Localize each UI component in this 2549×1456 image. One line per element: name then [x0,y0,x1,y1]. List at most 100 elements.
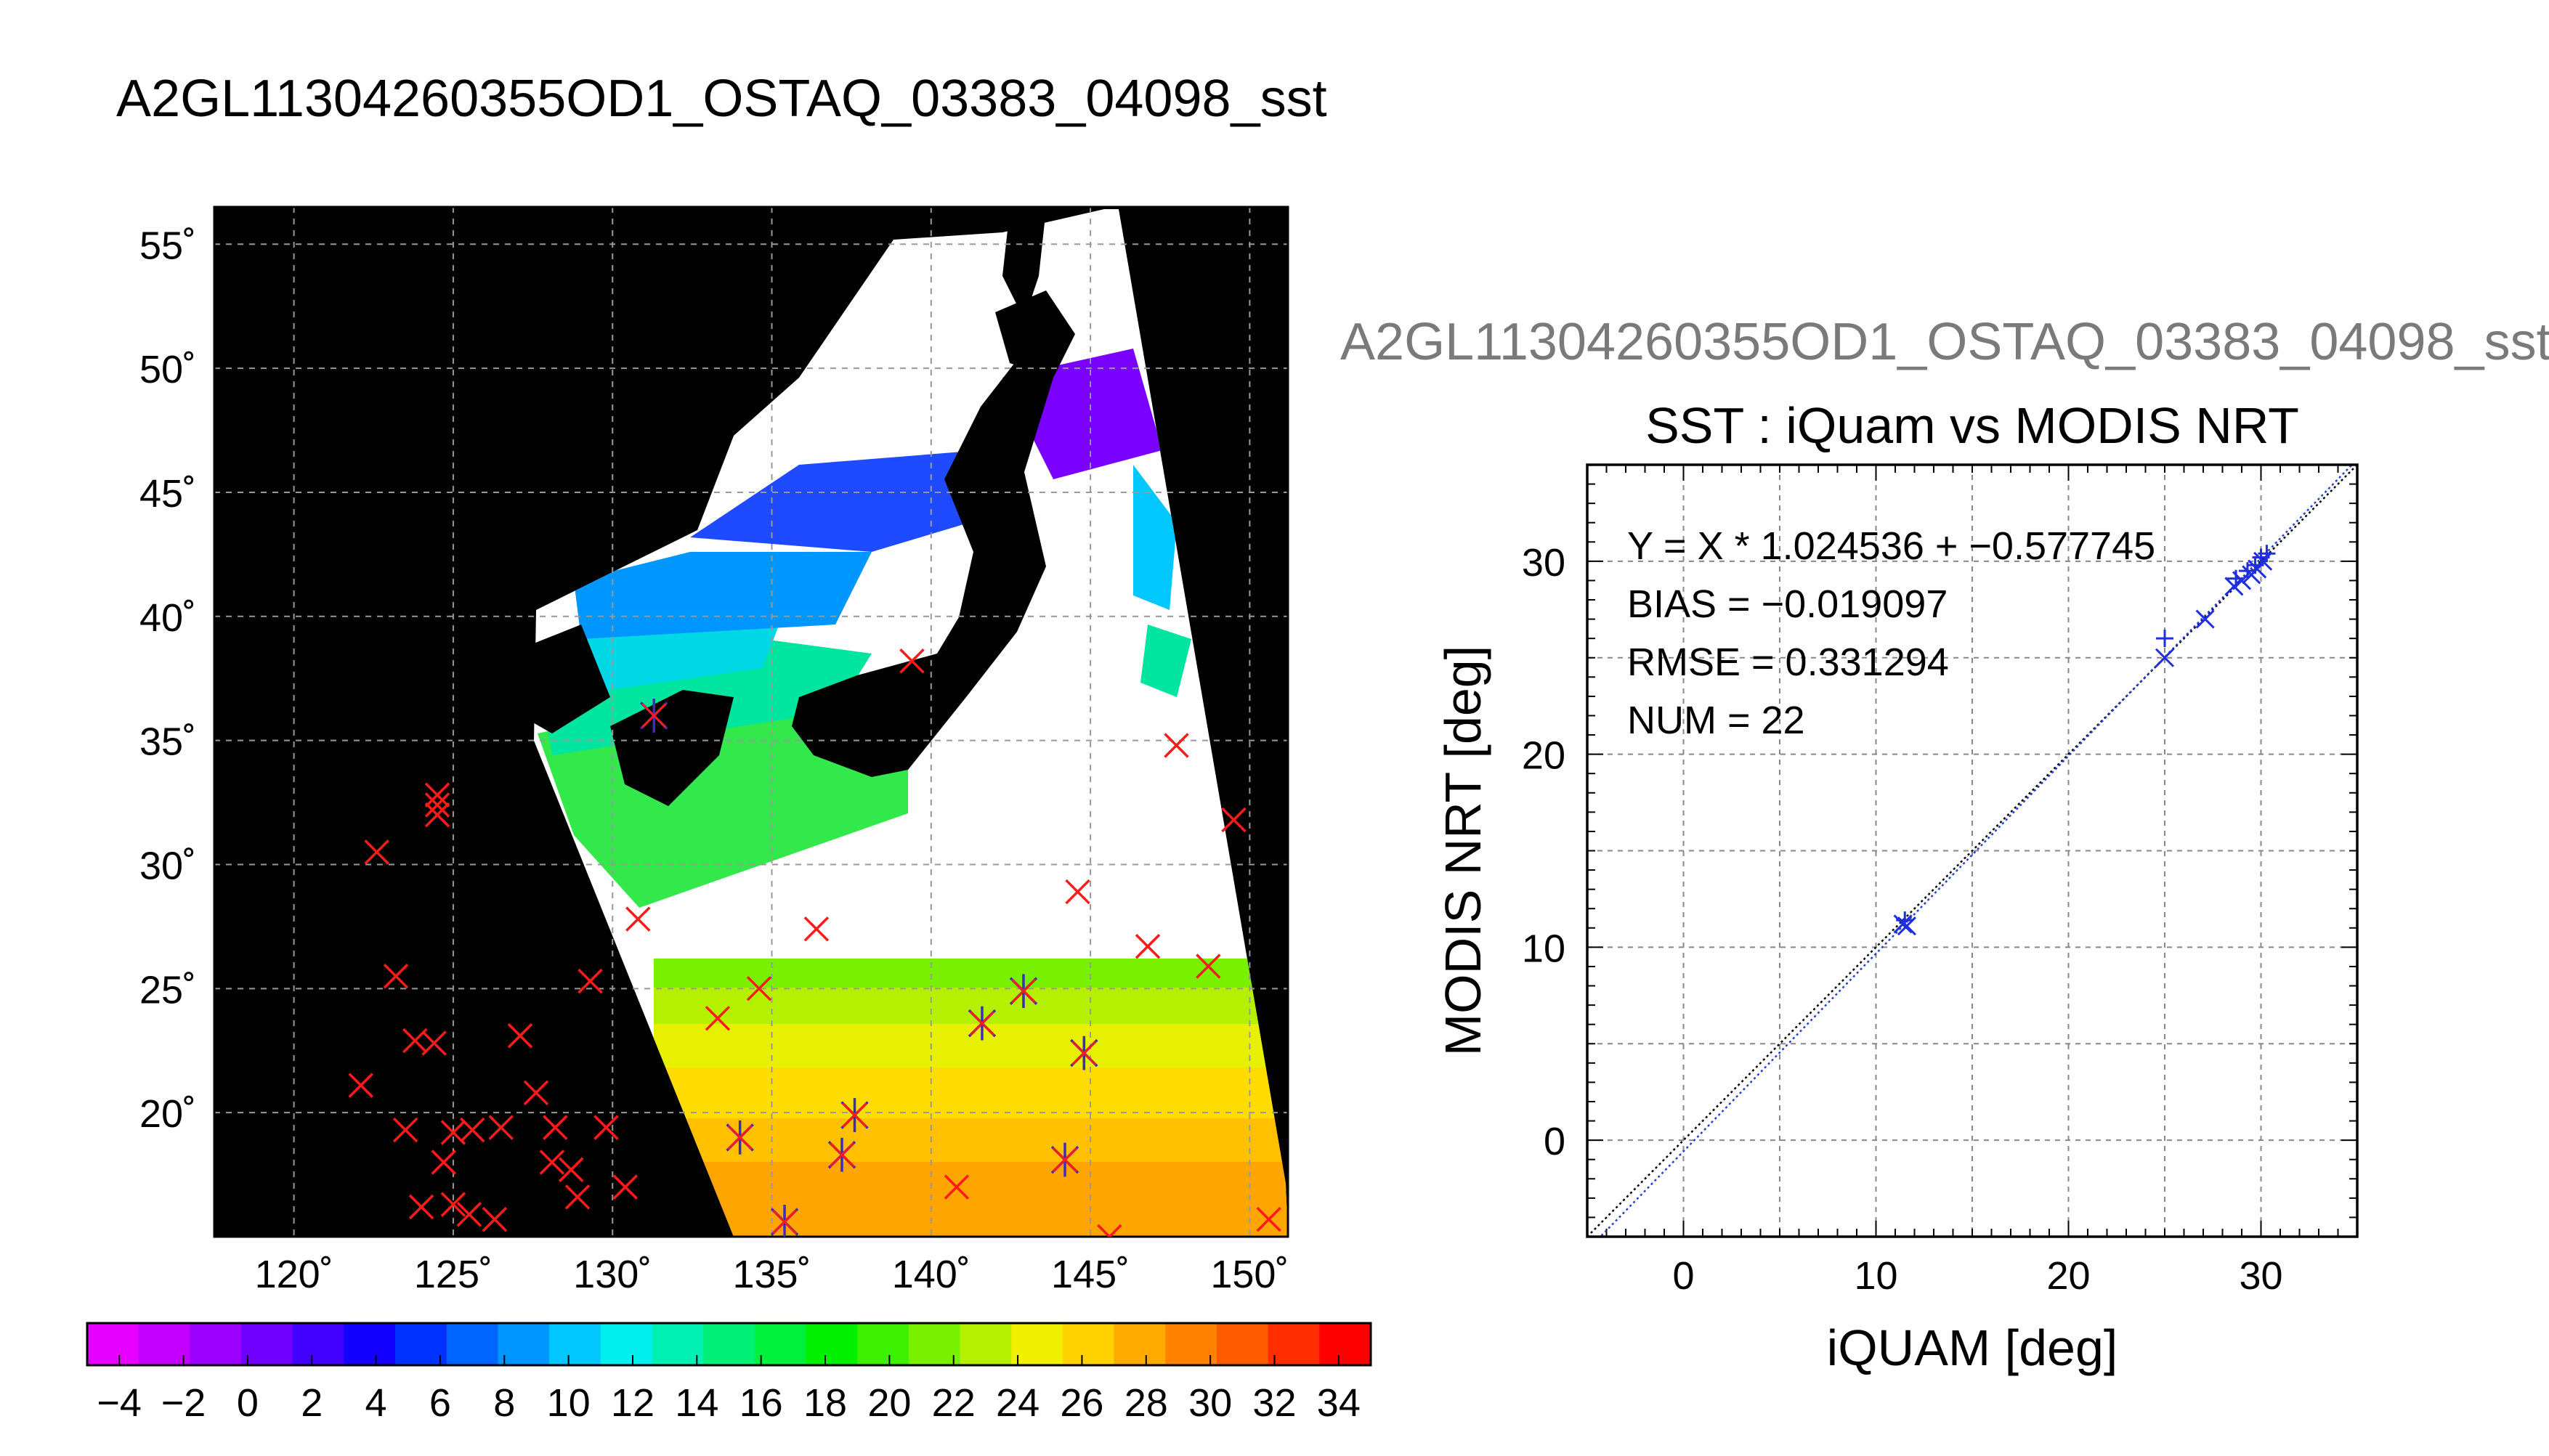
colorbar-segment [292,1323,344,1365]
colorbar-segment [806,1323,858,1365]
colorbar-tick-label: −2 [161,1381,206,1425]
buoy-matched-red-x-marker [1052,1147,1078,1173]
colorbar-tick-label: 20 [867,1381,911,1425]
one-to-one-line [1587,465,2357,1237]
colorbar-tick-label: 8 [493,1381,515,1425]
colorbar-segment [87,1323,139,1365]
buoy-red-x-marker [1164,733,1189,758]
buoy-red-x-marker [558,1157,584,1182]
colorbar-tick-label: 24 [996,1381,1040,1425]
colorbar-segment [395,1323,447,1365]
colorbar-tick-label: 12 [611,1381,655,1425]
scatter-plus-point [1896,911,1914,930]
map-lon-tick-label: 120˚ [255,1253,333,1296]
map-lon-tick-label: 135˚ [732,1253,811,1296]
sst-band [654,1118,1288,1162]
colorbar-segment [241,1323,293,1365]
map-lat-tick-label: 40˚ [139,596,196,640]
buoy-red-x-marker [424,802,450,828]
map-lon-tick-label: 145˚ [1051,1253,1130,1296]
colorbar-tick-label: 16 [739,1381,783,1425]
colorbar-segment [549,1323,601,1365]
scatter-x-point [2224,577,2244,596]
map-lat-tick-label: 25˚ [139,968,196,1012]
scatter-x-axis-label: iQUAM [deg] [1827,1319,2118,1376]
colorbar-segment [1268,1323,1320,1365]
colorbar-segment [857,1323,909,1365]
buoy-red-x-marker [564,1184,591,1210]
colorbar-segment [190,1323,242,1365]
buoy-red-x-marker [408,1194,434,1220]
map-lon-tick-label: 150˚ [1210,1253,1289,1296]
scatter-stat-line: Y = X * 1.024536 + −0.577745 [1627,524,2155,568]
buoy-red-x-marker [523,1080,549,1106]
buoy-red-x-marker [1135,933,1161,959]
scatter-frame [1586,463,2359,1238]
map-lat-tick-label: 50˚ [139,348,196,391]
sst-band [654,1067,1288,1118]
scatter-overlay-title: A2GL11304260355OD1_OSTAQ_03383_04098_sst [1340,313,2549,371]
buoy-matched-red-x-marker [842,1102,867,1128]
buoy-matched-red-x-marker [829,1142,855,1168]
map-lon-tick-label: 130˚ [573,1253,652,1296]
colorbar-segment [600,1323,653,1365]
buoy-red-x-marker [421,1030,447,1056]
colorbar-tick-label: 30 [1188,1381,1232,1425]
colorbar-segment [652,1323,704,1365]
map-lat-tick-label: 45˚ [139,472,196,516]
buoy-matched-red-x-marker [727,1125,753,1150]
buoy-red-x-marker [348,1073,373,1098]
buoy-red-x-marker [1196,953,1221,979]
sst-colorbar: −4 −2 0 2 4 6 8 10 12 14 16 18 20 22 24 26 28 30 32 34 [86,1322,1372,1425]
buoy-red-x-marker [578,968,603,994]
buoy-red-x-marker [543,1115,568,1140]
scatter-x-tick-label: 0 [1672,1254,1694,1298]
buoy-red-x-marker [392,1117,418,1143]
buoy-red-x-marker [705,1006,731,1031]
buoy-red-x-marker [424,782,450,808]
buoy-red-x-marker [944,1174,970,1200]
scatter-x-point [2248,559,2267,579]
map-lat-tick-label: 55˚ [139,224,196,267]
colorbar-tick-label: 22 [932,1381,976,1425]
buoy-matched-red-x-marker [771,1209,798,1235]
map-lat-tick-label: 20˚ [139,1092,196,1136]
page-title: A2GL11304260355OD1_OSTAQ_03383_04098_sst [116,70,1327,128]
scatter-plus-point [2258,545,2276,563]
map-lon-tick-label: 125˚ [414,1253,493,1296]
colorbar-segment [908,1323,961,1365]
buoy-red-x-marker [803,916,830,942]
scatter-title: SST : iQuam vs MODIS NRT [1645,397,2299,454]
colorbar-segment [754,1323,807,1365]
scatter-x-tick-label: 10 [1854,1254,1897,1298]
map-buoy-markers [348,648,1281,1237]
buoy-red-x-marker [1221,807,1247,833]
buoy-red-x-marker [507,1022,533,1049]
buoy-red-x-marker [1256,1206,1281,1232]
scatter-y-tick-label: 0 [1544,1120,1565,1163]
buoy-matched-red-x-marker [1010,978,1037,1004]
scatter-x-point [1893,914,1913,934]
map-frame [213,206,1289,1238]
colorbar-segment [1011,1323,1063,1365]
scatter-lines [1587,465,2357,1237]
scatter-points [1893,545,2276,936]
buoy-red-x-marker [488,1115,514,1140]
colorbar-tick-label: 2 [301,1381,323,1425]
colorbar-tick-label: −4 [97,1381,142,1425]
scatter-y-axis-label: MODIS NRT [deg] [1435,646,1491,1056]
colorbar-segment [1165,1323,1217,1365]
colorbar-tick-label: 32 [1252,1381,1296,1425]
buoy-red-x-marker [593,1115,619,1140]
colorbar-segment [1319,1323,1371,1365]
sst-band [574,552,872,639]
buoy-red-x-marker [482,1206,508,1232]
japan-landmass [792,341,1053,777]
colorbar-tick-label: 14 [675,1381,718,1425]
scatter-x-tick-label: 30 [2239,1254,2282,1298]
colorbar-segment [1114,1323,1166,1365]
buoy-red-x-marker [612,1174,639,1200]
buoy-red-x-marker [746,976,772,1001]
